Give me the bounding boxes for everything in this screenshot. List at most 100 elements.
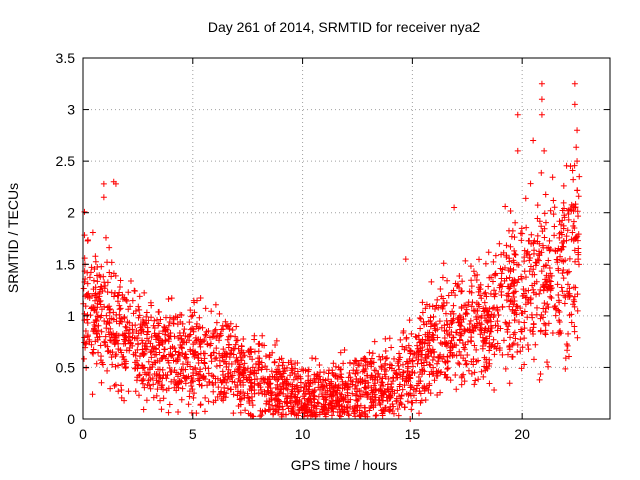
data-point: [105, 347, 112, 354]
data-point: [279, 373, 286, 380]
data-point: [182, 380, 189, 387]
data-point: [496, 347, 503, 354]
data-point: [109, 361, 116, 368]
data-point: [560, 267, 567, 274]
data-point: [468, 370, 475, 377]
data-point: [555, 292, 562, 299]
data-point: [430, 313, 437, 320]
data-point: [486, 274, 493, 281]
data-point: [343, 381, 350, 388]
data-point: [510, 331, 517, 338]
data-point: [248, 383, 255, 390]
data-point: [521, 308, 528, 315]
data-point: [106, 269, 113, 276]
data-point: [207, 342, 214, 349]
data-point: [154, 386, 161, 393]
data-point: [183, 354, 190, 361]
data-point: [403, 358, 410, 365]
data-point: [224, 375, 231, 382]
data-point: [276, 356, 283, 363]
data-point: [452, 292, 459, 299]
data-point: [168, 378, 175, 385]
data-point: [575, 249, 582, 256]
data-point: [430, 348, 437, 355]
data-point: [312, 412, 319, 419]
data-point: [504, 283, 511, 290]
data-point: [492, 272, 499, 279]
data-point: [404, 398, 411, 405]
data-point: [509, 277, 516, 284]
data-point: [468, 277, 475, 284]
data-point: [566, 290, 573, 297]
data-point: [423, 384, 430, 391]
data-point: [576, 173, 583, 180]
data-point: [385, 407, 392, 414]
data-point: [135, 362, 142, 369]
data-point: [332, 363, 339, 370]
data-point: [174, 357, 181, 364]
data-point: [284, 395, 291, 402]
data-point: [155, 322, 162, 329]
data-point: [255, 360, 262, 367]
data-point: [482, 335, 489, 342]
data-point: [149, 361, 156, 368]
data-point: [150, 394, 157, 401]
data-point: [372, 373, 379, 380]
data-point: [323, 397, 330, 404]
data-point: [106, 309, 113, 316]
data-point: [186, 393, 193, 400]
data-point: [300, 367, 307, 374]
data-point: [449, 343, 456, 350]
data-point: [130, 310, 137, 317]
data-point: [494, 318, 501, 325]
data-point: [544, 359, 551, 366]
data-point: [564, 347, 571, 354]
data-point: [410, 351, 417, 358]
data-point: [352, 391, 359, 398]
data-point: [351, 408, 358, 415]
data-point: [486, 328, 493, 335]
data-point: [442, 341, 449, 348]
data-point: [447, 377, 454, 384]
data-point: [545, 274, 552, 281]
data-point: [480, 305, 487, 312]
data-point: [413, 397, 420, 404]
data-point: [109, 349, 116, 356]
data-point: [389, 378, 396, 385]
data-point: [302, 404, 309, 411]
data-point: [149, 375, 156, 382]
data-point: [418, 356, 425, 363]
data-point: [289, 365, 296, 372]
data-point: [94, 313, 101, 320]
data-point: [220, 393, 227, 400]
data-point: [210, 349, 217, 356]
data-point: [332, 373, 339, 380]
data-point: [129, 297, 136, 304]
data-point: [430, 332, 437, 339]
data-point: [569, 229, 576, 236]
data-point: [101, 279, 108, 286]
data-point: [326, 393, 333, 400]
data-point: [405, 378, 412, 385]
data-point: [335, 364, 342, 371]
data-point: [147, 376, 154, 383]
data-point: [400, 369, 407, 376]
data-point: [458, 374, 465, 381]
data-point: [230, 410, 237, 417]
data-point: [188, 313, 195, 320]
data-point: [379, 406, 386, 413]
data-point: [226, 325, 233, 332]
data-point: [201, 360, 208, 367]
data-point: [309, 355, 316, 362]
data-point: [529, 328, 536, 335]
data-point: [536, 252, 543, 259]
data-point: [283, 364, 290, 371]
data-point: [558, 221, 565, 228]
data-point: [152, 332, 159, 339]
data-point: [305, 368, 312, 375]
data-point: [561, 205, 568, 212]
data-point: [524, 342, 531, 349]
data-point: [408, 399, 415, 406]
data-point: [513, 303, 520, 310]
data-point: [183, 375, 190, 382]
